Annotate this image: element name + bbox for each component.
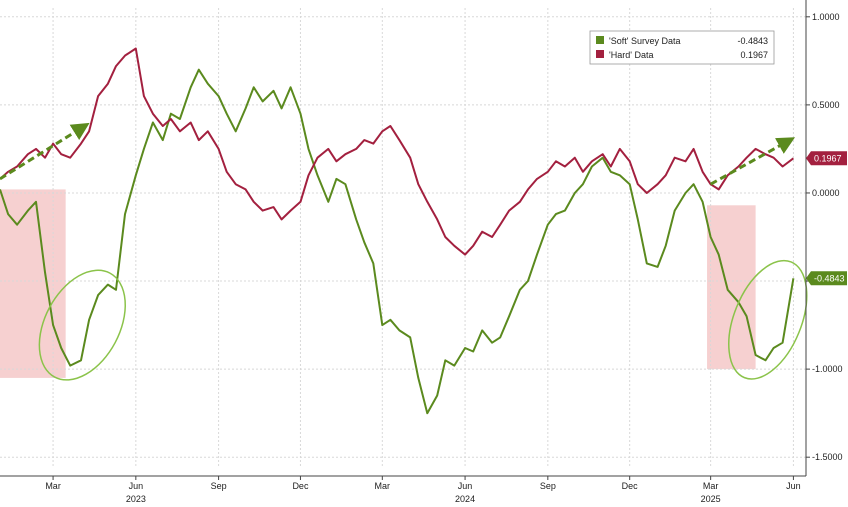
series-layer	[0, 47, 795, 415]
legend-label-soft: 'Soft' Survey Data	[609, 36, 680, 46]
y-tick-label: 0.0000	[812, 188, 840, 198]
end-tag-hard	[806, 151, 847, 166]
shade-region-2025	[707, 205, 756, 370]
y-tick-label: -1.5000	[812, 452, 843, 462]
legend: 'Soft' Survey Data -0.4843 'Hard' Data 0…	[589, 30, 775, 65]
series-line-hard	[0, 47, 795, 256]
end-value-tags: -0.4843 0.1967	[806, 151, 847, 286]
end-tag-soft-value: -0.4843	[814, 273, 845, 283]
legend-value-hard: 0.1967	[740, 50, 768, 60]
y-tick-label: 1.0000	[812, 12, 840, 22]
shade-region-2023	[0, 189, 66, 378]
gridlines	[0, 8, 806, 466]
highlight-ellipse-2025	[728, 259, 808, 380]
shaded-regions	[0, 189, 756, 378]
x-tick-label: Jun	[129, 481, 144, 491]
x-tick-label: Sep	[211, 481, 227, 491]
highlight-ellipse-2023	[38, 269, 127, 381]
x-axis: Mar Jun Sep Dec Mar Jun Sep Dec Mar Jun 2023 2024 20…	[0, 475, 806, 504]
x-tick-label: Jun	[786, 481, 801, 491]
y-tick-label: -1.0000	[812, 364, 843, 374]
annotations	[0, 122, 808, 381]
x-year-label: 2024	[455, 494, 475, 504]
trend-arrow-2025	[709, 137, 796, 186]
x-tick-label: Sep	[540, 481, 556, 491]
x-year-label: 2023	[126, 494, 146, 504]
legend-value-soft: -0.4843	[737, 36, 768, 46]
x-tick-label: Mar	[703, 481, 719, 491]
x-year-label: 2025	[701, 494, 721, 504]
legend-swatch-hard	[596, 50, 604, 58]
x-tick-label: Jun	[458, 481, 473, 491]
legend-swatch-soft	[596, 36, 604, 44]
x-tick-label: Dec	[622, 481, 639, 491]
x-tick-label: Dec	[292, 481, 309, 491]
trend-arrow-2023	[0, 122, 90, 181]
x-tick-label: Mar	[375, 481, 391, 491]
series-line-soft	[0, 68, 795, 415]
x-tick-label: Mar	[45, 481, 61, 491]
end-tag-hard-value: 0.1967	[814, 153, 842, 163]
end-tag-soft	[806, 271, 847, 286]
legend-label-hard: 'Hard' Data	[609, 50, 653, 60]
y-tick-label: 0.5000	[812, 100, 840, 110]
